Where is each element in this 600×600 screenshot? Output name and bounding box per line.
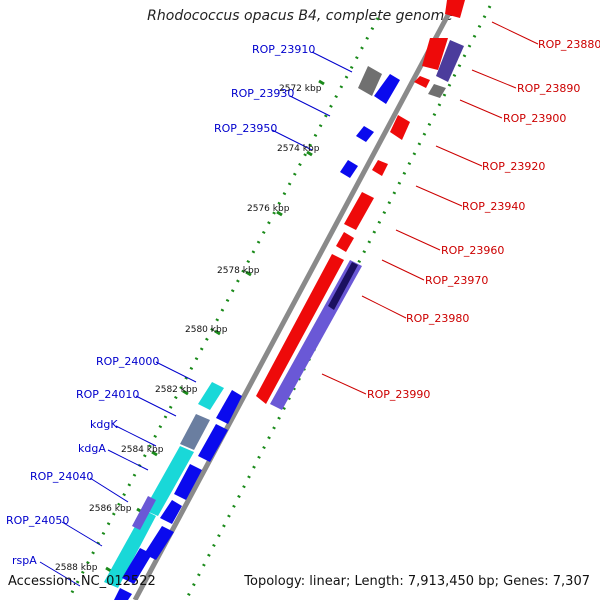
gene-rop-23960[interactable] (344, 192, 374, 230)
gene-rop-23940[interactable] (372, 160, 388, 176)
label-rop-23880[interactable]: ROP_23880 (538, 38, 600, 51)
gene-rop-23910[interactable] (374, 74, 400, 104)
scale-label-2576: 2576 kbp (247, 204, 290, 214)
map-title: Rhodococcus opacus B4, complete genome (147, 8, 453, 24)
gene-rop-23990-dark[interactable] (328, 262, 358, 310)
gene-rop-24010[interactable] (180, 414, 210, 450)
label-rop-23970[interactable]: ROP_23970 (425, 274, 488, 287)
label-rop-23930[interactable]: ROP_23930 (231, 87, 294, 100)
gene-rop-23930[interactable] (356, 126, 374, 142)
gene-rop-24070[interactable] (114, 588, 132, 600)
label-rop-23890[interactable]: ROP_23890 (517, 82, 580, 95)
label-rop-23910[interactable]: ROP_23910 (252, 43, 315, 56)
label-rop-23960[interactable]: ROP_23960 (441, 244, 504, 257)
label-rop-24040[interactable]: ROP_24040 (30, 470, 93, 483)
reverse-strand-genes (256, 0, 465, 410)
gene-rop-24050[interactable] (160, 500, 182, 524)
scale-label-2584: 2584 kbp (121, 445, 164, 455)
gene-rop-23880b[interactable] (422, 38, 448, 70)
gene-rop-23890-purple[interactable] (436, 40, 464, 82)
scale-label-2578: 2578 kbp (217, 266, 260, 276)
gene-rop-23900[interactable] (414, 76, 430, 88)
right-leader-lines (321, 21, 539, 395)
scale-label-2586: 2586 kbp (89, 504, 132, 514)
guide-line-right (184, 5, 492, 600)
scale-labels: 2572 kbp 2574 kbp 2576 kbp 2578 kbp 2580… (55, 84, 322, 573)
label-rop-23980[interactable]: ROP_23980 (406, 312, 469, 325)
gene-rop-23980[interactable] (256, 254, 344, 404)
gene-rop-24000-cyan[interactable] (198, 382, 224, 410)
scale-label-2580: 2580 kbp (185, 325, 228, 335)
label-rspa[interactable]: rspA (12, 554, 37, 567)
left-leader-lines (39, 51, 353, 587)
scale-ticks (105, 79, 325, 573)
gene-rop-23890-gray[interactable] (428, 84, 446, 98)
accession-text: Accession: NC_012522 (8, 574, 156, 589)
gene-rspa[interactable] (104, 510, 156, 588)
label-rop-24050[interactable]: ROP_24050 (6, 514, 69, 527)
label-rop-23940[interactable]: ROP_23940 (462, 200, 525, 213)
forward-strand-genes (104, 66, 400, 600)
scale-label-2574: 2574 kbp (277, 144, 320, 154)
label-rop-23990[interactable]: ROP_23990 (367, 388, 430, 401)
label-kdga[interactable]: kdgA (78, 442, 106, 455)
label-rop-24010[interactable]: ROP_24010 (76, 388, 139, 401)
label-rop-23950[interactable]: ROP_23950 (214, 122, 277, 135)
left-gene-labels: ROP_23910 ROP_23930 ROP_23950 ROP_24000 … (6, 43, 315, 567)
gene-rop-24050b[interactable] (144, 526, 174, 560)
genome-summary-text: Topology: linear; Length: 7,913,450 bp; … (244, 574, 590, 589)
gene-rop-24060[interactable] (122, 548, 152, 584)
gene-rop-23880[interactable] (445, 0, 465, 18)
label-rop-23920[interactable]: ROP_23920 (482, 160, 545, 173)
gene-rop-23950[interactable] (340, 160, 358, 178)
label-kdgk[interactable]: kdgK (90, 418, 118, 431)
scale-label-2572: 2572 kbp (279, 84, 322, 94)
gene-rop-24040[interactable] (174, 464, 202, 500)
gene-rop-23970[interactable] (336, 232, 354, 252)
gene-rop-24000[interactable] (216, 390, 242, 424)
right-gene-labels: ROP_23880 ROP_23890 ROP_23900 ROP_23920 … (367, 38, 600, 401)
gene-kdga[interactable] (144, 446, 194, 516)
scale-label-2588: 2588 kbp (55, 563, 98, 573)
gene-rspa-purple[interactable] (132, 496, 156, 530)
chromosome-backbone (132, 0, 459, 600)
label-rop-24000[interactable]: ROP_24000 (96, 355, 159, 368)
gene-kdgk[interactable] (198, 424, 228, 462)
scale-label-2582: 2582 kbp (155, 385, 198, 395)
gene-rop-23910-gray[interactable] (358, 66, 382, 96)
gene-rop-23920[interactable] (390, 115, 410, 140)
label-rop-23900[interactable]: ROP_23900 (503, 112, 566, 125)
